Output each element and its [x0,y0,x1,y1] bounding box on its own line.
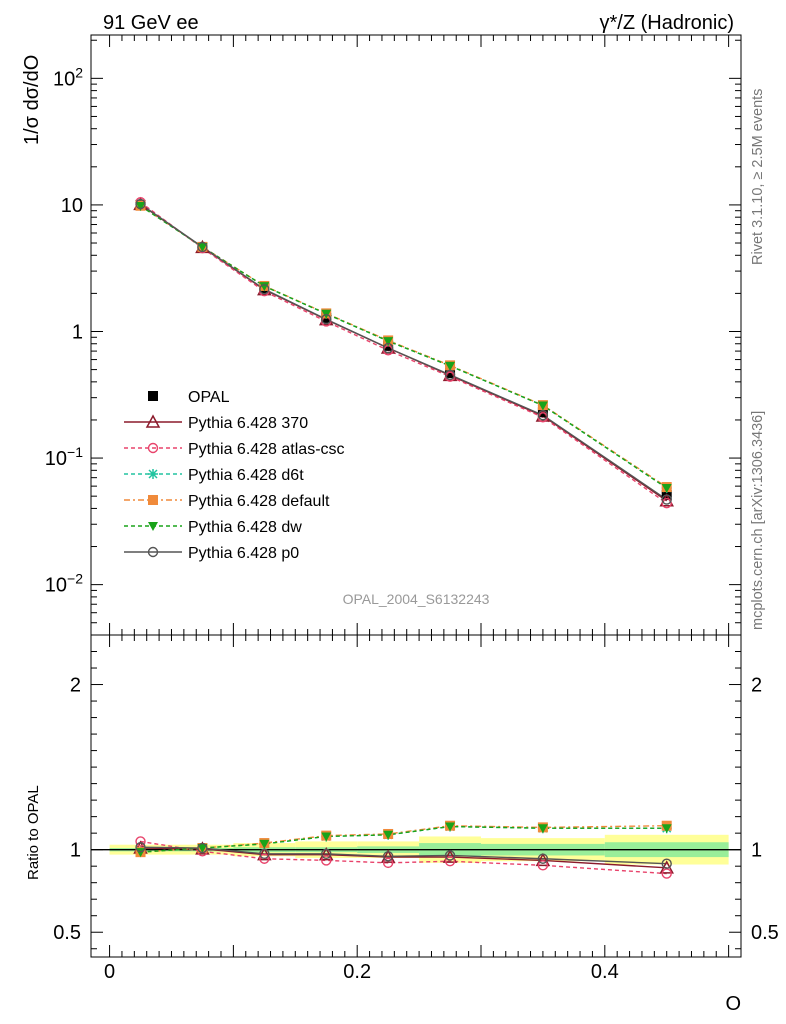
legend-marker-atlas [147,442,159,454]
main-point-p0 [259,283,270,295]
x-axis-label: O [725,993,741,1015]
legend-label-dw: Pythia 6.428 dw [188,519,302,536]
ratio-point-p370 [442,849,458,863]
main-point-p370 [535,408,551,422]
x-tick-label: 0.2 [343,961,371,983]
main-point-p0 [197,241,208,253]
y-axis-label-ratio: Ratio to OPAL [25,785,42,880]
ratio-point-p370 [318,847,334,861]
ratio-point-p0 [135,841,146,853]
legend-label-default: Pythia 6.428 default [188,493,330,510]
y-axis-label-main: 1/σ dσ/dO [21,55,43,145]
main-point-p0 [661,494,672,505]
ratio-point-dw [259,839,270,849]
main-point-p370 [318,312,334,326]
ratio-point-atlas [259,853,270,864]
ratio-point-p0 [259,848,270,859]
ratio-point-p0 [537,853,549,864]
legend-label-d6t: Pythia 6.428 d6t [188,467,304,484]
main-point-dw [197,243,208,253]
ratio-point-dw [321,832,332,842]
ratio-point-p0 [661,858,672,869]
ratio-plot-frame [90,634,742,958]
main-point-atlas [661,497,672,509]
ratio-point-atlas [537,860,549,871]
y-tick-label-ratio-right: 2 [751,675,762,697]
ratio-point-atlas [382,857,394,869]
ratio-point-p0 [444,850,456,861]
y-tick-label-main: 10−1 [45,444,83,470]
ratio-point-p370 [380,849,396,863]
legend-marker-p0 [147,546,159,558]
legend-marker-d6t [148,469,158,479]
y-tick-label-main: 102 [53,64,83,90]
y-tick-label-ratio-right: 1 [751,840,762,862]
main-point-p370 [442,367,458,382]
rivet-label: Rivet 3.1.10, ≥ 2.5M events [750,89,766,265]
ratio-point-dw [537,824,548,834]
main-point-p0 [135,198,146,210]
ratio-point-dw [383,830,394,840]
y-tick-label-ratio-right: 0.5 [751,922,779,944]
ratio-point-p0 [321,848,332,859]
y-tick-label-main: 10 [61,195,83,217]
main-line-p0 [140,203,668,501]
x-tick-label: 0 [104,961,115,983]
ratio-point-p0 [382,851,394,862]
ratio-point-atlas [444,856,456,867]
ratio-point-atlas [135,836,146,847]
legend-label-p0: Pythia 6.428 p0 [188,545,299,562]
main-point-p0 [537,410,549,421]
legend-label-atlas: Pythia 6.428 atlas-csc [188,441,345,458]
x-tick-label: 0.4 [591,961,619,983]
main-point-dw [259,282,270,292]
main-point-p0 [382,342,394,354]
y-tick-label-ratio: 1 [70,840,81,862]
y-tick-label-main: 10−2 [45,571,83,597]
ratio-line-atlas [140,840,667,875]
ratio-point-dw [445,822,456,832]
main-point-dw [661,484,672,494]
header-right: γ*/Z (Hadronic) [600,12,734,34]
legend-marker-OPAL [148,391,158,401]
ratio-point-p0 [197,842,208,854]
ratio-point-dw [661,824,672,834]
ratio-point-p370 [257,847,272,861]
main-point-p0 [321,314,332,325]
main-point-dw [383,337,394,347]
header-left: 91 GeV ee [103,12,199,34]
legend-label-p370: Pythia 6.428 370 [188,415,308,432]
y-tick-label-ratio: 2 [70,675,81,697]
main-point-dw [537,401,548,411]
main-point-OPAL [445,367,456,378]
ratio-line-dw [140,825,667,853]
legend-marker-default [148,495,158,505]
ratio-point-p370 [535,852,551,867]
main-line-atlas [140,201,668,504]
main-point-dw [135,202,146,212]
main-point-dw [445,361,456,371]
main-point-p0 [444,369,456,380]
legend-label-OPAL: OPAL [188,389,230,406]
y-tick-label-main: 1 [72,321,83,343]
ratio-line-p370 [140,847,667,869]
ratio-point-atlas [661,868,672,879]
mcplots-label: mcplots.cern.ch [arXiv:1306.3436] [750,411,766,630]
ratio-point-dw [197,844,208,854]
legend-marker-dw [148,522,158,531]
legend-marker-p370 [145,414,161,428]
watermark: OPAL_2004_S6132243 [343,591,490,607]
ratio-point-atlas [321,855,332,866]
y-tick-label-ratio: 0.5 [53,922,81,944]
ratio-line-p0 [140,846,667,865]
